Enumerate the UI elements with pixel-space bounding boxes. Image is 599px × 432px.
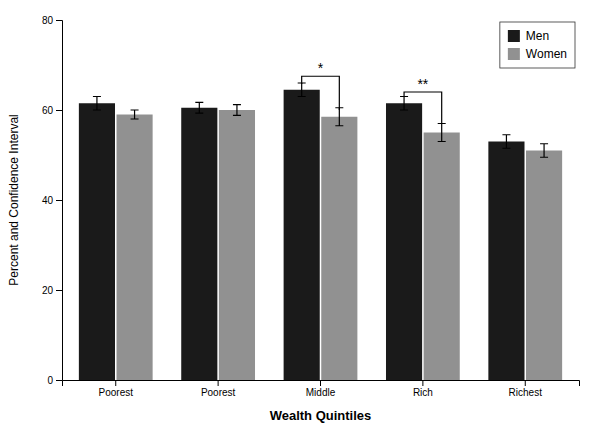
annotations: ***	[302, 60, 442, 123]
bar	[219, 110, 255, 380]
y-axis: 0 20 40 60 80	[42, 15, 63, 386]
legend-frame	[500, 22, 575, 68]
chart: ***020406080PoorestPoorestMiddleRichRich…	[0, 0, 599, 432]
tick: Rich	[413, 380, 433, 398]
marks	[79, 83, 562, 380]
tick: Poorest	[201, 380, 236, 398]
significance-label: *	[318, 60, 324, 76]
tick: Richest	[509, 380, 543, 398]
tick-label: Rich	[413, 387, 433, 398]
bar	[386, 103, 422, 380]
tick-mark	[218, 380, 219, 386]
legend-label: Women	[526, 47, 567, 61]
tick-label: 40	[42, 195, 54, 206]
tick: 80	[42, 15, 62, 26]
error-bar	[540, 144, 548, 158]
tick-mark	[56, 20, 62, 21]
significance-bracket	[302, 76, 340, 110]
tick: 0	[47, 375, 62, 386]
legend-item: Men	[508, 29, 549, 43]
x-axis: Poorest Poorest Middle Rich Richest	[63, 380, 580, 398]
tick-label: Poorest	[99, 387, 134, 398]
tick: 20	[42, 285, 62, 296]
tick-label: 0	[47, 375, 53, 386]
tick-mark	[115, 380, 116, 386]
legend-swatch	[508, 30, 520, 42]
error-bar	[502, 135, 510, 149]
bar	[117, 115, 153, 381]
error-bar	[400, 97, 408, 111]
tick-mark	[56, 200, 62, 201]
bar	[284, 90, 320, 380]
error-bars	[131, 105, 549, 158]
series	[79, 83, 525, 380]
bar	[79, 103, 115, 380]
axis-line	[56, 21, 63, 381]
tick-mark	[525, 380, 526, 386]
bar	[321, 117, 357, 380]
tick-label: 20	[42, 285, 54, 296]
tick-mark	[56, 110, 62, 111]
error-bar	[195, 102, 203, 113]
legend: Men Women	[500, 22, 575, 68]
error-bar	[233, 105, 241, 116]
y-axis-title: Percent and Confidence Interval	[7, 114, 21, 285]
legend-swatch	[508, 48, 520, 60]
tick-label: Richest	[509, 387, 543, 398]
bar	[526, 151, 562, 381]
bar	[424, 133, 460, 381]
significance-label: **	[417, 76, 428, 92]
tick-mark	[56, 290, 62, 291]
tick: 60	[42, 105, 62, 116]
bar	[488, 142, 524, 381]
error-bar	[298, 83, 306, 97]
error-bar	[335, 108, 343, 126]
tick-label: 80	[42, 15, 54, 26]
significance-bracket	[404, 92, 442, 124]
tick: 40	[42, 195, 62, 206]
tick-label: Poorest	[201, 387, 236, 398]
axis-line	[63, 381, 580, 387]
tick-label: Middle	[306, 387, 336, 398]
tick: Middle	[306, 380, 336, 398]
plot: ***020406080PoorestPoorestMiddleRichRich…	[42, 15, 580, 398]
x-axis-title: Wealth Quintiles	[270, 408, 372, 423]
error-bar	[93, 97, 101, 111]
tick-mark	[320, 380, 321, 386]
tick: Poorest	[99, 380, 134, 398]
legend-label: Men	[526, 29, 549, 43]
legend-item: Women	[508, 47, 567, 61]
series	[117, 105, 563, 380]
tick-mark	[56, 380, 62, 381]
bar	[181, 108, 217, 380]
tick-label: 60	[42, 105, 54, 116]
error-bar	[438, 124, 446, 142]
tick-mark	[422, 380, 423, 386]
error-bar	[131, 110, 139, 119]
